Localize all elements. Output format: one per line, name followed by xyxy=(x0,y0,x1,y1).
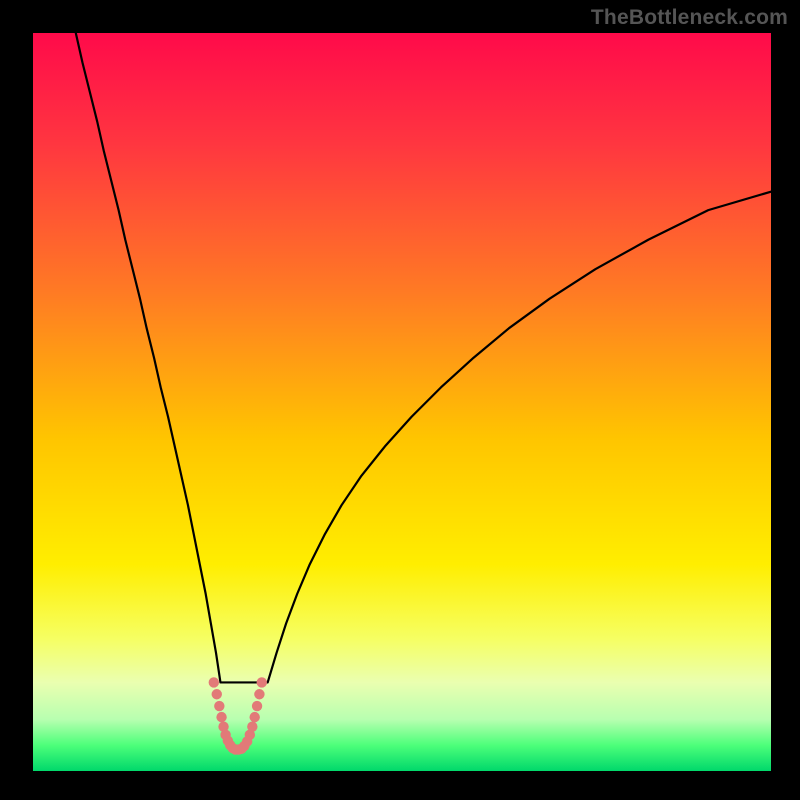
valley-dot xyxy=(247,722,257,732)
chart-svg xyxy=(0,0,800,800)
valley-dot xyxy=(212,689,222,699)
valley-dot xyxy=(254,689,264,699)
watermark-text: TheBottleneck.com xyxy=(591,6,788,30)
valley-dot xyxy=(252,701,262,711)
valley-dot xyxy=(209,677,219,687)
valley-dot xyxy=(250,712,260,722)
figure-root: TheBottleneck.com xyxy=(0,0,800,800)
plot-background xyxy=(33,33,771,771)
valley-dot xyxy=(214,701,224,711)
valley-dot xyxy=(257,677,267,687)
valley-dot xyxy=(216,712,226,722)
